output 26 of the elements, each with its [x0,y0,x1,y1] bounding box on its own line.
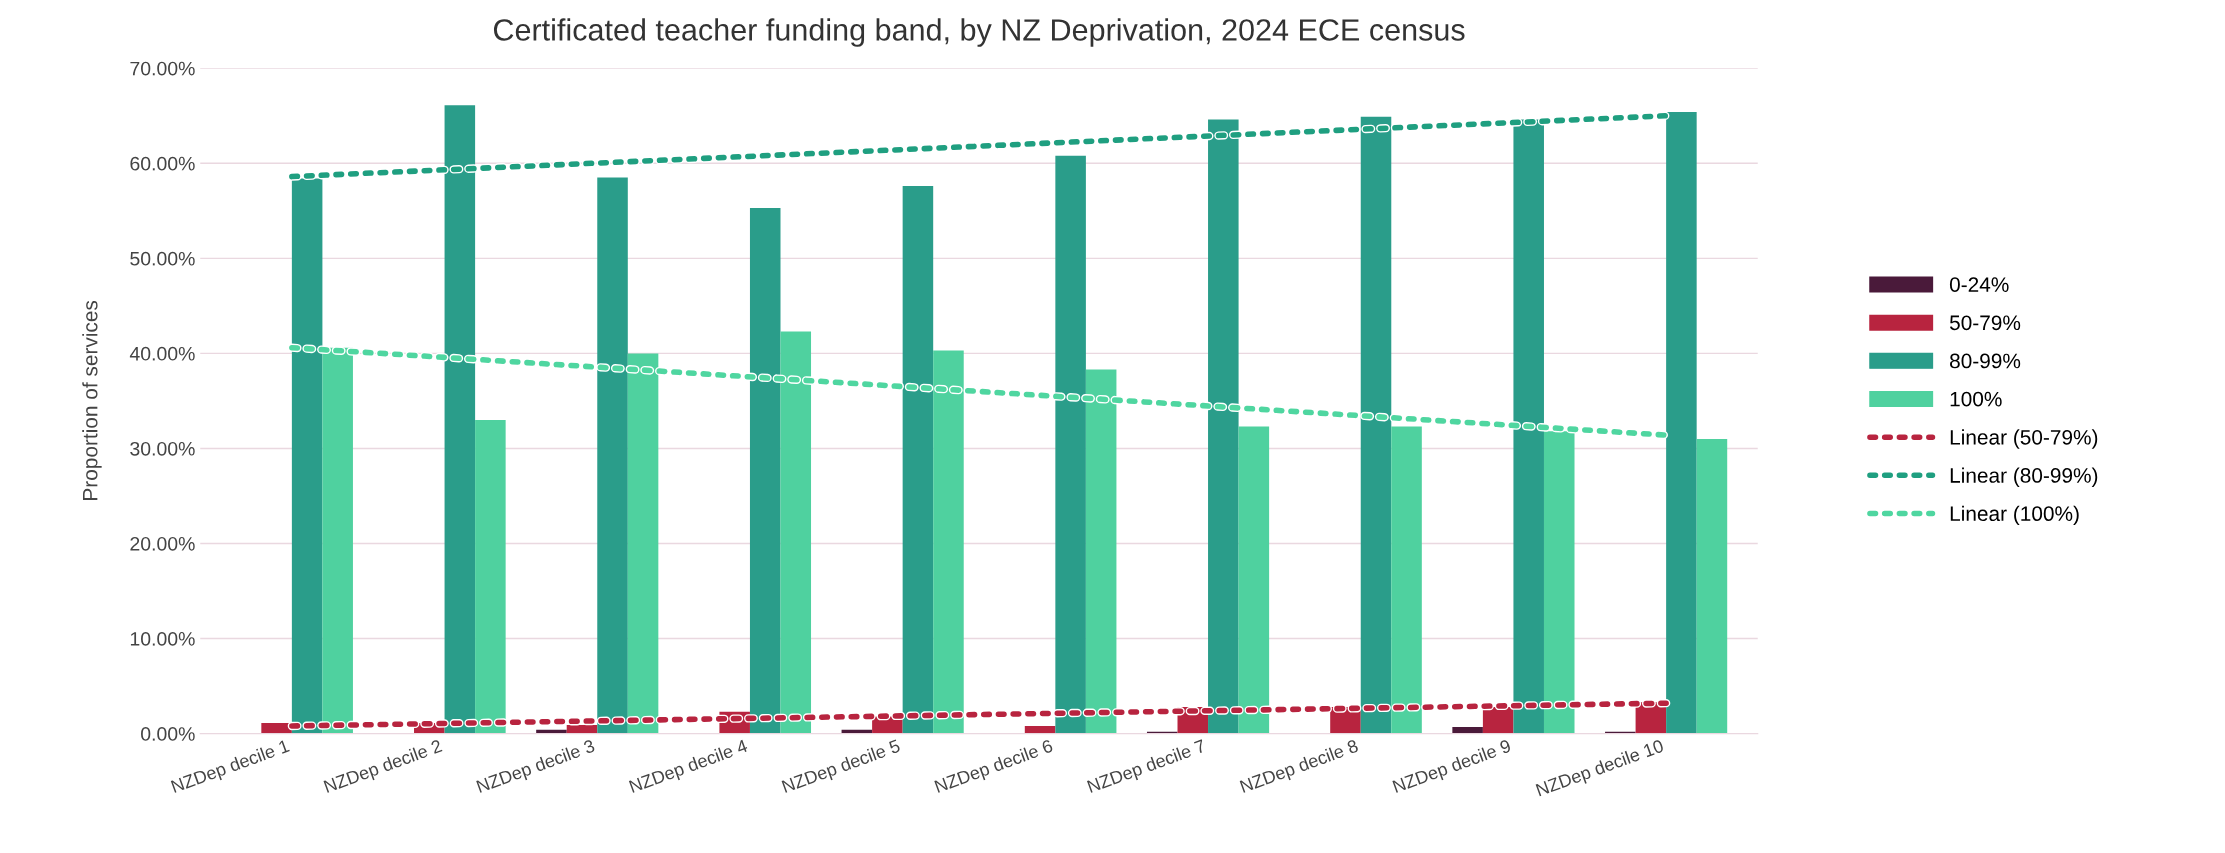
y-axis-title: Proportion of services [82,300,102,500]
x-tick-label: NZDep decile 9 [1392,738,1513,797]
y-tick-label: 40.00% [129,346,195,361]
y-tick-label: 60.00% [130,156,195,171]
x-tick-label: NZDep decile 10 [1535,738,1666,800]
x-tick-label: NZDep decile 2 [323,738,444,797]
y-tick-label: 0.00% [141,727,195,741]
legend-label: Linear (100%) [1950,505,2079,526]
y-tick-label: 10.00% [130,632,195,646]
legend-label: Linear (80-99%) [1950,467,2098,487]
legend-label: 50-79% [1949,315,2021,331]
x-tick-label: NZDep decile 7 [1086,738,1208,797]
legend-label: 0-24% [1949,277,2009,292]
y-tick-label: 30.00% [130,441,195,456]
legend-label: 100% [1950,391,2002,407]
x-tick-label: NZDep decile 8 [1239,738,1361,797]
legend-label: Linear (50-79%) [1950,429,2098,449]
chart-title: Certificated teacher funding band, by NZ Deprivation, 2024 ECE census [493,18,1465,47]
legend-label: 80-99% [1950,353,2021,369]
y-tick-label: 20.00% [130,536,195,551]
x-tick-label: NZDep decile 5 [781,738,902,797]
y-tick-label: 70.00% [130,61,195,76]
y-tick-label: 50.00% [130,251,195,266]
x-tick-label: NZDep decile 4 [628,738,750,797]
x-tick-label: NZDep decile 3 [475,738,597,797]
x-tick-label: NZDep decile 6 [934,738,1055,797]
